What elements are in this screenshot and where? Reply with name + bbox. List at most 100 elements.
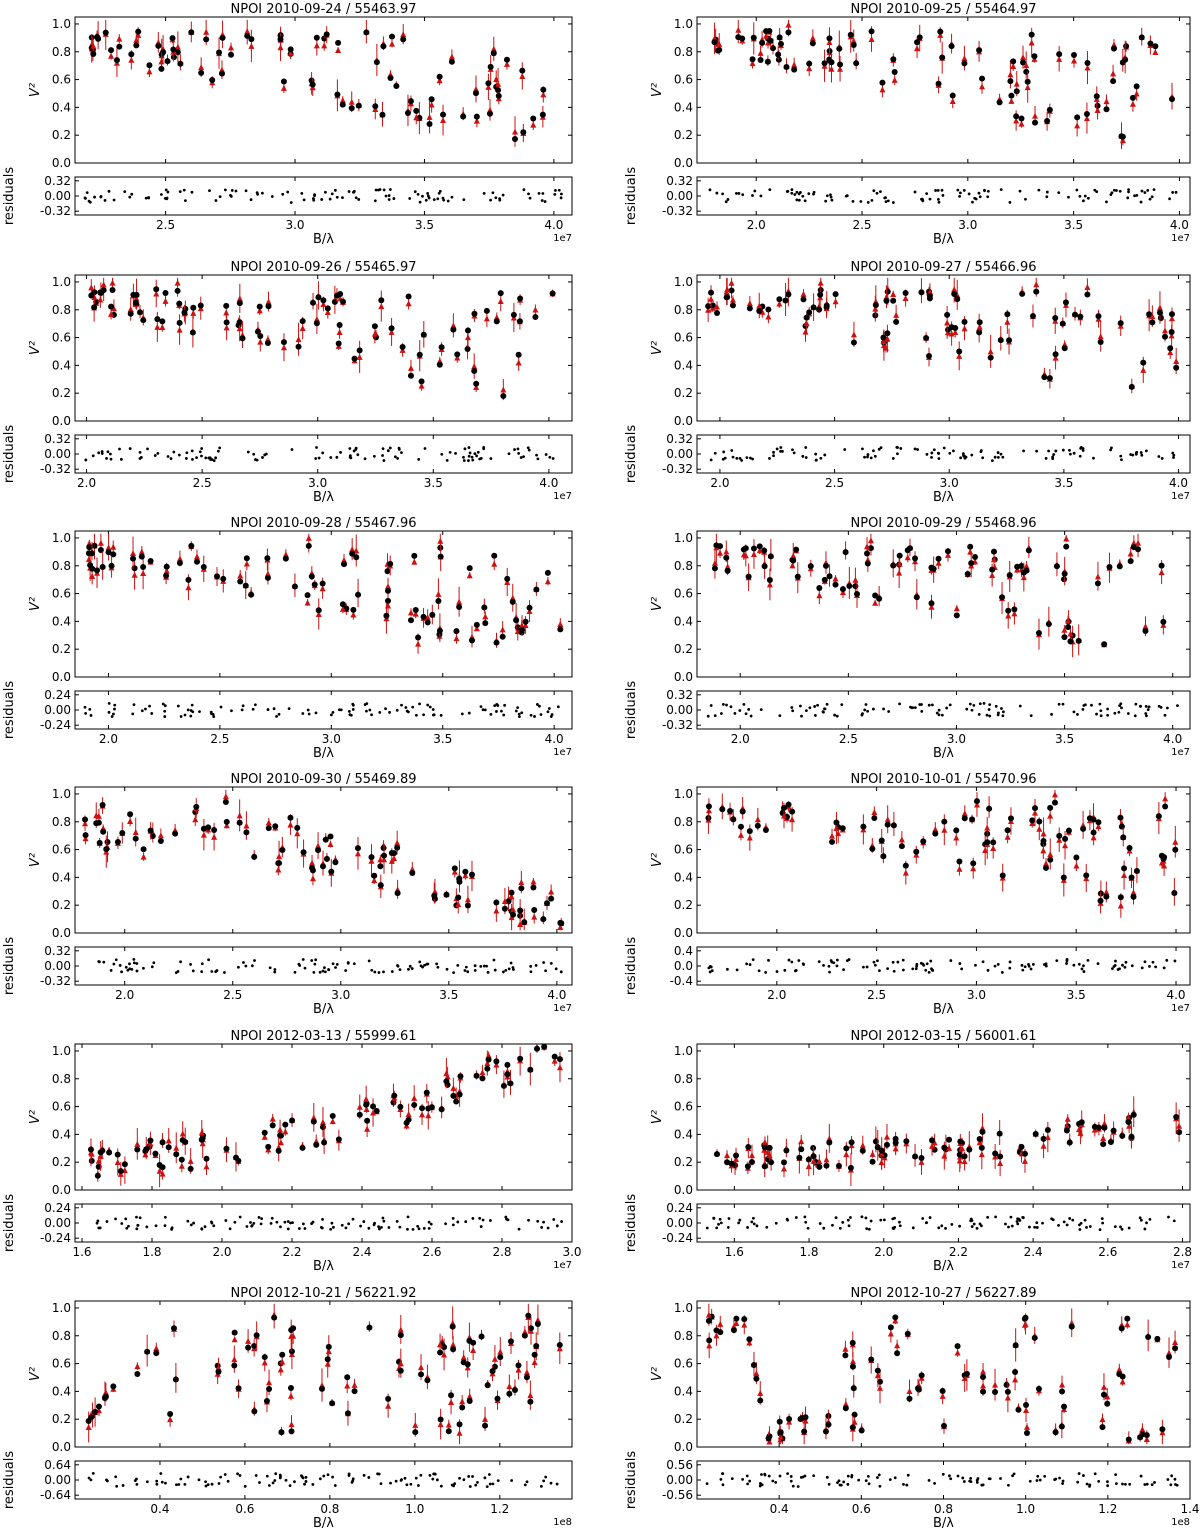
residual-point bbox=[1118, 704, 1122, 708]
residual-point bbox=[864, 703, 868, 706]
residual-point bbox=[1099, 714, 1103, 718]
residual-point bbox=[290, 448, 294, 451]
model-point bbox=[1018, 1143, 1025, 1150]
x-tick-label: 0.4 bbox=[150, 1502, 169, 1516]
residual-point bbox=[1145, 1221, 1148, 1225]
observed-point bbox=[479, 1069, 486, 1076]
residual-point bbox=[288, 1484, 292, 1488]
residual-point bbox=[971, 200, 974, 204]
model-point bbox=[764, 58, 771, 65]
model-point bbox=[91, 304, 98, 311]
model-point bbox=[464, 1361, 471, 1368]
residual-point bbox=[536, 703, 539, 706]
model-point bbox=[1128, 874, 1135, 881]
observed-point bbox=[1047, 851, 1054, 858]
x-axis-label: B/λ bbox=[933, 1516, 954, 1531]
residual-point bbox=[979, 450, 983, 454]
model-point bbox=[1024, 78, 1031, 85]
model-point bbox=[705, 303, 712, 310]
x-tick-label: 1.8 bbox=[142, 1245, 161, 1259]
model-point bbox=[876, 595, 883, 602]
residual-point bbox=[88, 708, 92, 711]
residual-point bbox=[491, 1482, 495, 1486]
model-point bbox=[178, 1156, 185, 1163]
model-point bbox=[437, 1416, 444, 1423]
x-tick-label: 2.6 bbox=[1098, 1245, 1117, 1259]
model-point bbox=[244, 32, 251, 39]
model-point bbox=[776, 34, 783, 41]
model-point bbox=[370, 1103, 377, 1110]
model-point bbox=[1116, 563, 1123, 570]
model-point bbox=[799, 1414, 806, 1421]
residual-point bbox=[1072, 710, 1076, 714]
residual-point bbox=[448, 451, 452, 454]
model-point bbox=[176, 300, 183, 307]
observed-point bbox=[976, 323, 983, 330]
observed-point bbox=[400, 31, 407, 38]
model-point bbox=[99, 563, 106, 570]
residual-point bbox=[458, 1476, 461, 1480]
residual-point bbox=[1144, 449, 1148, 453]
model-point bbox=[918, 1154, 925, 1161]
residual-point bbox=[1116, 968, 1120, 971]
panel-3: NPOI 2010-09-26 / 55465.970.00.20.40.60.… bbox=[2, 260, 573, 505]
model-point bbox=[1007, 78, 1014, 85]
model-point bbox=[1101, 641, 1108, 648]
residual-point bbox=[251, 707, 255, 711]
residual-point bbox=[935, 711, 939, 715]
model-point bbox=[527, 1398, 534, 1405]
residual-point bbox=[216, 449, 220, 453]
observed-point bbox=[265, 819, 272, 826]
residual-point bbox=[1090, 703, 1093, 707]
residual-point bbox=[146, 447, 149, 451]
residual-point bbox=[896, 960, 900, 964]
residual-point bbox=[866, 453, 870, 456]
residual-point bbox=[542, 1220, 546, 1224]
model-point bbox=[323, 855, 330, 862]
residual-point bbox=[936, 198, 940, 201]
residual-point bbox=[1105, 200, 1108, 204]
model-point bbox=[197, 302, 204, 309]
residual-point bbox=[1173, 959, 1177, 963]
model-point bbox=[850, 1385, 857, 1392]
model-point bbox=[211, 826, 218, 833]
residual-point bbox=[318, 1477, 322, 1481]
model-point bbox=[531, 906, 538, 913]
residual-point bbox=[436, 197, 440, 201]
model-point bbox=[1004, 1388, 1011, 1395]
residual-point bbox=[495, 702, 499, 706]
residual-point bbox=[549, 961, 553, 965]
model-point bbox=[1012, 1342, 1019, 1349]
residual-point bbox=[405, 1483, 409, 1487]
model-point bbox=[786, 1415, 793, 1422]
residual-point bbox=[876, 959, 879, 963]
observed-point bbox=[887, 1330, 894, 1337]
x-tick-label: 2.0 bbox=[874, 1245, 893, 1259]
model-point bbox=[511, 1387, 518, 1394]
residual-point bbox=[485, 964, 488, 968]
residual-point bbox=[467, 454, 471, 458]
chart-title: NPOI 2012-10-27 / 56227.89 bbox=[851, 1286, 1037, 1301]
model-point bbox=[1100, 1391, 1107, 1398]
model-point bbox=[807, 563, 814, 570]
model-point bbox=[373, 59, 380, 66]
y-tick-label: 0.6 bbox=[674, 1100, 693, 1114]
model-point bbox=[265, 303, 272, 310]
model-point bbox=[500, 1082, 507, 1089]
model-point bbox=[389, 33, 396, 40]
model-point bbox=[489, 1368, 496, 1375]
residual-point bbox=[1057, 702, 1061, 706]
residual-point bbox=[742, 702, 746, 706]
residual-point bbox=[772, 450, 775, 454]
residual-point bbox=[1024, 197, 1027, 201]
chart-title: NPOI 2012-03-15 / 56001.61 bbox=[851, 1029, 1037, 1044]
residual-point bbox=[253, 959, 256, 962]
model-point bbox=[906, 1395, 913, 1402]
model-point bbox=[368, 854, 375, 861]
x-axis-label: B/λ bbox=[313, 232, 334, 247]
observed-point bbox=[849, 1358, 856, 1365]
model-point bbox=[532, 314, 539, 321]
model-point bbox=[534, 1045, 541, 1052]
chart-title: NPOI 2010-09-25 / 55464.97 bbox=[851, 2, 1037, 17]
residual-point bbox=[368, 708, 372, 712]
